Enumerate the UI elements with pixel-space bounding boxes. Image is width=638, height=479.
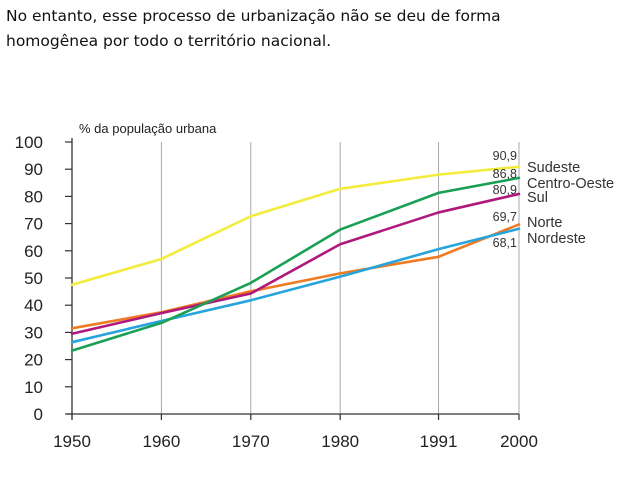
y-tick-label-50: 50: [24, 269, 43, 288]
y-tick-label-70: 70: [24, 215, 43, 234]
legend-entry-norte: Norte: [527, 215, 562, 231]
x-tick-label-1960: 1960: [142, 432, 180, 451]
y-tick-label-30: 30: [24, 323, 43, 342]
end-label-sudeste: 90,9: [493, 149, 517, 163]
legend-entry-centro-oeste: Centro-Oeste: [527, 176, 614, 192]
end-label-norte: 69,7: [493, 210, 517, 224]
legend-entry-sudeste: Sudeste: [527, 160, 580, 176]
y-tick-label-20: 20: [24, 351, 43, 370]
y-tick-label-40: 40: [24, 296, 43, 315]
end-value-labels: 90,9 86,8 80,9 69,7 68,1: [493, 149, 517, 250]
legend-entry-sul: Sul: [527, 190, 548, 206]
vertical-grid: [160, 142, 520, 418]
y-tick-label-100: 100: [15, 133, 43, 152]
series-line-centro-oeste: [70, 176, 521, 352]
y-tick-label-60: 60: [24, 242, 43, 261]
series-line-norte: [70, 223, 521, 330]
end-label-nordeste: 68,1: [493, 236, 517, 250]
tick-labels: 0 10 20 30 40 50 60 70 80 90 100 1950 1960 1970 1980 19…: [15, 133, 538, 451]
legend-entry-nordeste: Nordeste: [527, 231, 586, 247]
series-line-sudeste: [70, 165, 521, 287]
end-label-sul: 80,9: [493, 183, 517, 197]
y-tick-label-0: 0: [34, 405, 43, 424]
x-tick-label-1950: 1950: [53, 432, 91, 451]
series-lines: [70, 165, 521, 352]
series-line-nordeste: [70, 227, 521, 344]
x-tick-label-1970: 1970: [232, 432, 270, 451]
slide-text-line-2: homogênea por todo o território nacional…: [6, 32, 332, 50]
y-tick-label-80: 80: [24, 187, 43, 206]
y-tick-label-90: 90: [24, 160, 43, 179]
x-tick-label-1991: 1991: [420, 432, 458, 451]
x-tick-label-2000: 2000: [500, 432, 538, 451]
chart-axes: [65, 138, 520, 420]
end-label-centro-oeste: 86,8: [493, 167, 517, 181]
slide-text: No entanto, esse processo de urbanização…: [6, 4, 632, 54]
series-line-sul: [70, 192, 521, 336]
x-tick-label-1980: 1980: [321, 432, 359, 451]
y-tick-label-10: 10: [24, 378, 43, 397]
slide-text-line-1: No entanto, esse processo de urbanização…: [6, 7, 501, 25]
y-axis-label: % da população urbana: [79, 121, 217, 136]
